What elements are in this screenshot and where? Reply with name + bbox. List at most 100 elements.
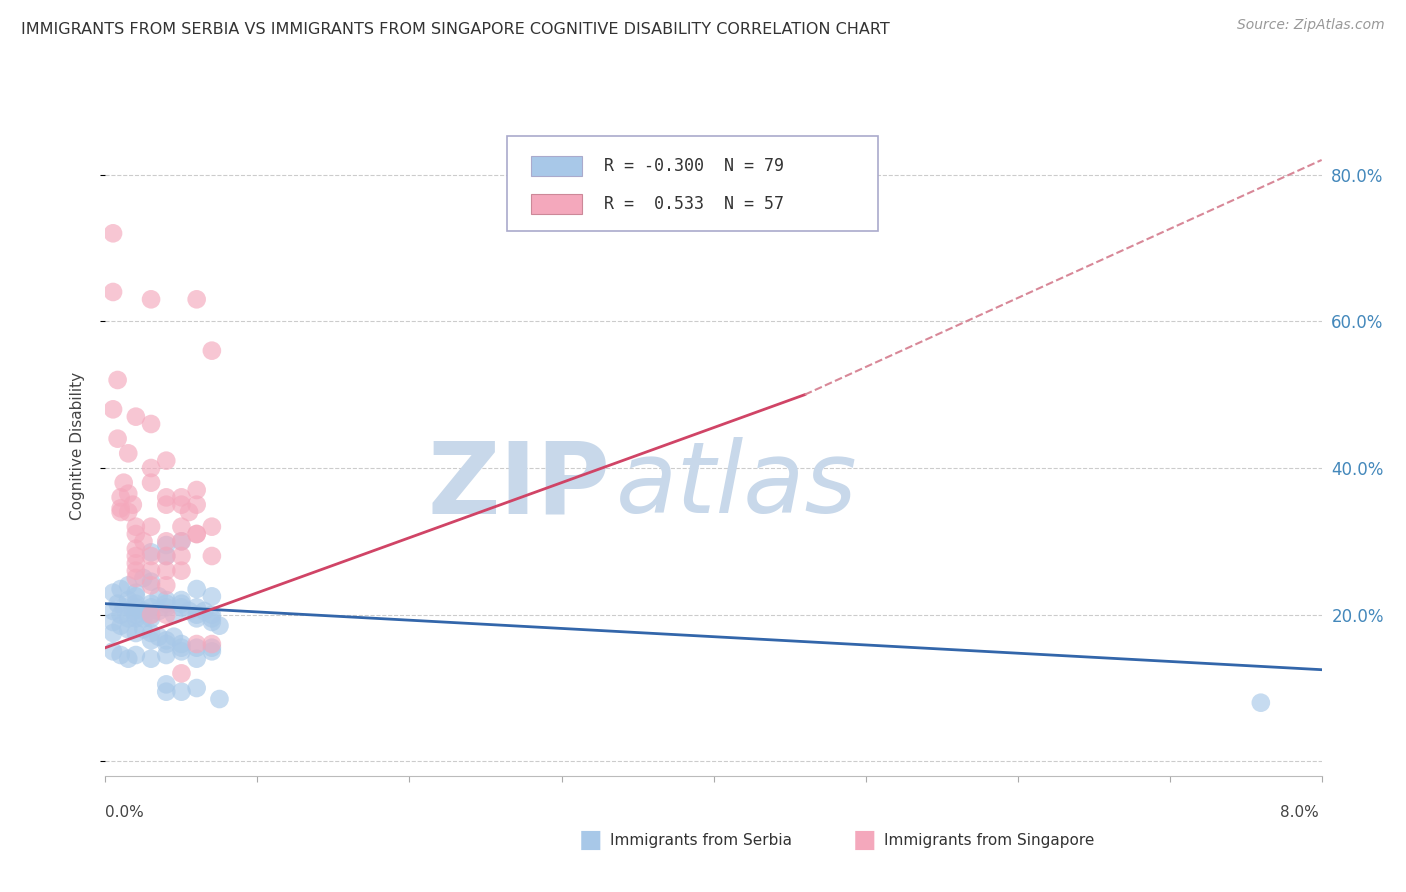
Point [139, 519, 162, 533]
Point [177, 604, 200, 618]
Point [125, 564, 148, 578]
Point [148, 604, 170, 618]
Point [177, 505, 200, 519]
Point [117, 611, 139, 625]
Point [148, 630, 170, 644]
Point [139, 549, 162, 563]
Point [110, 501, 132, 516]
Point [170, 491, 193, 505]
Point [201, 611, 224, 625]
Point [101, 402, 124, 417]
Text: Source: ZipAtlas.com: Source: ZipAtlas.com [1237, 18, 1385, 32]
Point [125, 590, 148, 604]
Point [132, 534, 155, 549]
Point [139, 293, 162, 307]
Point [110, 607, 132, 622]
Point [125, 607, 148, 622]
Point [155, 597, 177, 611]
Point [112, 600, 135, 615]
Point [170, 564, 193, 578]
Point [125, 541, 148, 556]
Point [201, 637, 224, 651]
Point [139, 461, 162, 475]
Point [201, 549, 224, 563]
Text: IMMIGRANTS FROM SERBIA VS IMMIGRANTS FROM SINGAPORE COGNITIVE DISABILITY CORRELA: IMMIGRANTS FROM SERBIA VS IMMIGRANTS FRO… [21, 22, 890, 37]
Point [125, 571, 148, 585]
Point [201, 640, 224, 655]
Point [170, 534, 193, 549]
Point [139, 651, 162, 665]
Point [155, 600, 177, 615]
Point [186, 607, 208, 622]
Point [155, 677, 177, 691]
Point [186, 582, 208, 596]
FancyBboxPatch shape [506, 136, 877, 232]
Point [107, 597, 129, 611]
Point [117, 446, 139, 460]
Text: ZIP: ZIP [427, 437, 610, 534]
Point [117, 486, 139, 500]
Point [121, 498, 143, 512]
Point [139, 545, 162, 559]
Point [125, 409, 148, 424]
Point [139, 578, 162, 592]
Point [201, 615, 224, 629]
Point [170, 597, 193, 611]
Point [101, 285, 124, 299]
Point [132, 571, 155, 585]
Point [110, 491, 132, 505]
Point [186, 611, 208, 625]
Point [121, 604, 143, 618]
Point [110, 648, 132, 662]
Point [155, 637, 177, 651]
Point [101, 227, 124, 241]
Point [170, 640, 193, 655]
Point [155, 633, 177, 648]
Point [125, 648, 148, 662]
Point [101, 615, 124, 629]
Point [101, 604, 124, 618]
Point [170, 519, 193, 533]
Text: ■: ■ [579, 829, 602, 852]
Point [155, 538, 177, 552]
FancyBboxPatch shape [531, 156, 582, 176]
Point [101, 626, 124, 640]
Point [155, 549, 177, 563]
Point [170, 534, 193, 549]
Text: ■: ■ [853, 829, 876, 852]
Point [170, 637, 193, 651]
Point [1250, 696, 1272, 710]
Point [125, 626, 148, 640]
Point [186, 527, 208, 541]
Point [125, 519, 148, 533]
Point [155, 549, 177, 563]
Point [101, 585, 124, 599]
Point [201, 607, 224, 622]
Point [117, 651, 139, 665]
Point [155, 578, 177, 592]
Point [125, 585, 148, 599]
Point [139, 564, 162, 578]
Point [201, 343, 224, 358]
Point [170, 666, 193, 681]
Point [139, 475, 162, 490]
Point [170, 549, 193, 563]
Point [201, 644, 224, 658]
FancyBboxPatch shape [531, 194, 582, 214]
Point [170, 498, 193, 512]
Point [107, 432, 129, 446]
Point [155, 534, 177, 549]
Point [170, 600, 193, 615]
Point [132, 611, 155, 625]
Point [139, 574, 162, 589]
Point [125, 557, 148, 571]
Point [186, 640, 208, 655]
Point [155, 564, 177, 578]
Point [110, 582, 132, 596]
Point [117, 505, 139, 519]
Point [186, 498, 208, 512]
Point [139, 597, 162, 611]
Point [117, 593, 139, 607]
Point [186, 483, 208, 497]
Point [155, 593, 177, 607]
